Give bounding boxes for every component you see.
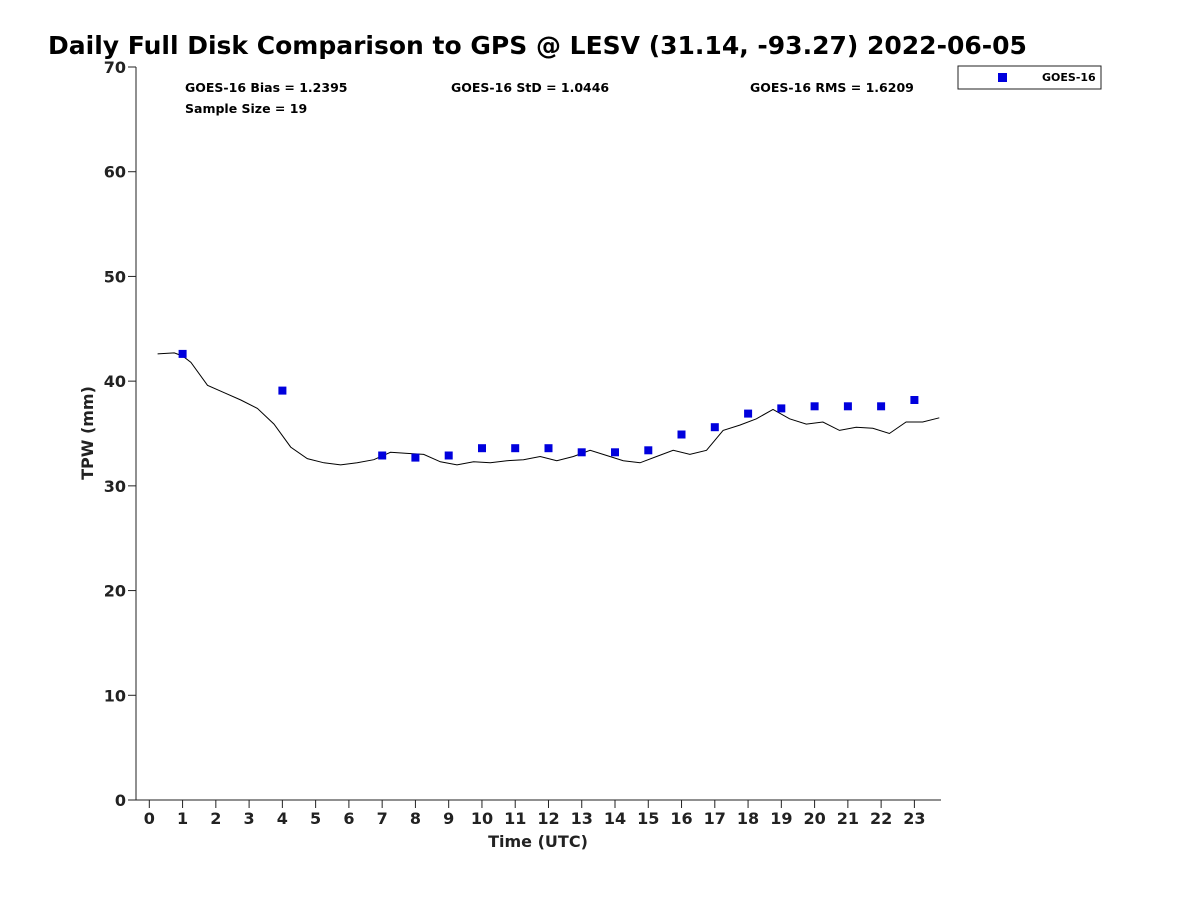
y-tick-label: 10 xyxy=(104,686,126,705)
x-tick-label: 1 xyxy=(177,809,188,828)
data-point xyxy=(511,444,520,453)
data-point xyxy=(378,451,387,460)
x-tick-label: 9 xyxy=(443,809,454,828)
x-tick-label: 12 xyxy=(537,809,559,828)
data-point xyxy=(644,446,653,455)
scatter-point-layer xyxy=(178,349,919,462)
x-tick-label: 21 xyxy=(837,809,859,828)
x-axis: 0 1 2 3 4 5 6 7 8 9 10 11 12 13 14 15 16 17 18 19 20 21 22 23 xyxy=(144,800,926,828)
data-point xyxy=(710,423,719,432)
x-tick-label: 16 xyxy=(670,809,692,828)
x-tick-label: 2 xyxy=(210,809,221,828)
y-tick-label: 50 xyxy=(104,267,126,286)
chart-title: Daily Full Disk Comparison to GPS @ LESV… xyxy=(48,31,1027,60)
data-point xyxy=(478,444,486,453)
x-tick-label: 6 xyxy=(343,809,354,828)
data-point xyxy=(843,402,852,411)
data-point xyxy=(411,453,420,462)
x-tick-label: 7 xyxy=(377,809,388,828)
data-point xyxy=(278,386,287,395)
data-point xyxy=(677,430,686,439)
x-tick-label: 20 xyxy=(803,809,825,828)
x-tick-label: 4 xyxy=(277,809,288,828)
std-stat: GOES-16 StD = 1.0446 xyxy=(451,80,609,95)
data-point xyxy=(544,444,553,453)
x-tick-label: 15 xyxy=(637,809,659,828)
rms-stat: GOES-16 RMS = 1.6209 xyxy=(750,80,914,95)
x-tick-label: 3 xyxy=(244,809,255,828)
data-point xyxy=(178,349,187,358)
sample-size-stat: Sample Size = 19 xyxy=(185,101,307,116)
y-tick-label: 0 xyxy=(115,791,126,810)
y-axis-label: TPW (mm) xyxy=(78,386,97,480)
y-axis: 0 10 20 30 40 50 60 70 xyxy=(104,58,136,810)
data-point xyxy=(810,402,819,411)
x-tick-label: 0 xyxy=(144,809,155,828)
x-tick-label: 23 xyxy=(903,809,925,828)
legend-box xyxy=(957,65,1102,90)
x-axis-label: Time (UTC) xyxy=(488,832,588,851)
data-point xyxy=(444,451,453,460)
reference-line-layer xyxy=(157,352,940,466)
x-tick-label: 5 xyxy=(310,809,321,828)
data-point xyxy=(744,409,753,418)
x-tick-label: 19 xyxy=(770,809,792,828)
y-tick-label: 40 xyxy=(104,372,126,391)
y-tick-label: 20 xyxy=(104,582,126,601)
x-tick-label: 8 xyxy=(410,809,421,828)
data-point xyxy=(777,404,786,413)
x-tick-label: 18 xyxy=(737,809,759,828)
x-tick-label: 22 xyxy=(870,809,892,828)
x-tick-label: 13 xyxy=(571,809,593,828)
data-point xyxy=(577,448,586,457)
x-tick-label: 17 xyxy=(704,809,726,828)
y-tick-label: 30 xyxy=(104,477,126,496)
x-tick-label: 11 xyxy=(504,809,526,828)
data-point xyxy=(611,448,619,457)
data-point xyxy=(877,402,886,411)
legend: GOES-16 xyxy=(957,65,1102,90)
y-tick-label: 60 xyxy=(104,163,126,182)
legend-marker xyxy=(998,73,1007,82)
data-point xyxy=(910,396,919,404)
x-tick-label: 10 xyxy=(471,809,493,828)
x-tick-label: 14 xyxy=(604,809,626,828)
legend-label: GOES-16 xyxy=(1042,71,1096,84)
plot-axes xyxy=(135,67,941,801)
reference-line xyxy=(157,352,940,466)
bias-stat: GOES-16 Bias = 1.2395 xyxy=(185,80,347,95)
y-tick-label: 70 xyxy=(104,58,126,77)
